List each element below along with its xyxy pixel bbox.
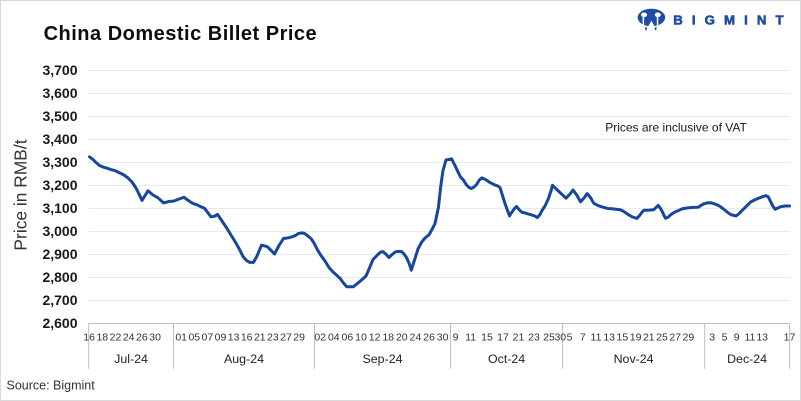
svg-text:27: 27: [669, 332, 681, 344]
svg-text:9: 9: [734, 332, 740, 344]
svg-text:16: 16: [241, 332, 253, 344]
svg-text:11: 11: [591, 332, 602, 344]
svg-text:3,400: 3,400: [42, 131, 77, 147]
svg-text:Nov-24: Nov-24: [614, 352, 654, 366]
svg-text:30: 30: [437, 332, 449, 344]
svg-text:25: 25: [543, 332, 555, 344]
svg-text:3,600: 3,600: [42, 85, 77, 101]
svg-text:2,900: 2,900: [42, 246, 77, 262]
svg-text:Price in RMB/t: Price in RMB/t: [10, 139, 30, 250]
svg-text:19: 19: [630, 332, 642, 344]
svg-text:20: 20: [396, 332, 408, 344]
svg-text:BIGMINT: BIGMINT: [673, 12, 792, 27]
svg-text:2,800: 2,800: [42, 269, 77, 285]
svg-text:30: 30: [554, 332, 566, 344]
svg-text:18: 18: [96, 332, 108, 344]
svg-text:13: 13: [228, 332, 240, 344]
svg-text:17: 17: [497, 332, 509, 344]
svg-text:29: 29: [293, 332, 305, 344]
svg-text:26: 26: [423, 332, 435, 344]
svg-text:02: 02: [314, 332, 326, 344]
svg-text:16: 16: [83, 332, 95, 344]
svg-text:15: 15: [481, 332, 493, 344]
svg-text:21: 21: [643, 332, 655, 344]
svg-text:29: 29: [683, 332, 695, 344]
svg-text:25: 25: [656, 332, 668, 344]
svg-text:3: 3: [709, 332, 715, 344]
svg-text:3,200: 3,200: [42, 177, 77, 193]
svg-text:23: 23: [528, 332, 540, 344]
svg-text:23: 23: [267, 332, 279, 344]
svg-text:China Domestic Billet Price: China Domestic Billet Price: [44, 23, 318, 45]
svg-text:05: 05: [188, 332, 200, 344]
svg-text:Sep-24: Sep-24: [363, 352, 403, 366]
svg-text:15: 15: [617, 332, 629, 344]
svg-text:13: 13: [603, 332, 615, 344]
svg-text:17: 17: [784, 332, 796, 344]
svg-text:Source: Bigmint: Source: Bigmint: [7, 379, 96, 393]
svg-text:Prices are inclusive of VAT: Prices are inclusive of VAT: [605, 121, 747, 135]
svg-text:5: 5: [722, 332, 728, 344]
svg-text:04: 04: [328, 332, 340, 344]
svg-text:01: 01: [175, 332, 187, 344]
svg-text:11: 11: [465, 332, 476, 344]
svg-text:3,700: 3,700: [42, 62, 77, 78]
svg-text:24: 24: [123, 332, 135, 344]
svg-text:2,600: 2,600: [42, 315, 77, 331]
svg-text:3,000: 3,000: [42, 223, 77, 239]
svg-text:09: 09: [215, 332, 227, 344]
svg-text:2,700: 2,700: [42, 292, 77, 308]
svg-text:3,500: 3,500: [42, 108, 77, 124]
svg-text:5: 5: [567, 332, 573, 344]
svg-text:7: 7: [580, 332, 586, 344]
svg-text:21: 21: [254, 332, 266, 344]
svg-text:18: 18: [382, 332, 394, 344]
svg-text:Aug-24: Aug-24: [224, 352, 264, 366]
svg-text:13: 13: [756, 332, 768, 344]
svg-text:30: 30: [149, 332, 161, 344]
svg-text:10: 10: [355, 332, 367, 344]
svg-text:27: 27: [280, 332, 292, 344]
svg-text:06: 06: [342, 332, 354, 344]
svg-text:21: 21: [513, 332, 525, 344]
svg-text:Dec-24: Dec-24: [727, 352, 767, 366]
svg-text:9: 9: [453, 332, 459, 344]
svg-text:26: 26: [136, 332, 148, 344]
svg-text:22: 22: [110, 332, 122, 344]
svg-text:24: 24: [410, 332, 422, 344]
svg-text:3,100: 3,100: [42, 200, 77, 216]
svg-text:11: 11: [744, 332, 755, 344]
svg-text:12: 12: [369, 332, 381, 344]
svg-text:Oct-24: Oct-24: [488, 352, 525, 366]
svg-text:07: 07: [202, 332, 214, 344]
svg-text:3,300: 3,300: [42, 154, 77, 170]
svg-text:Jul-24: Jul-24: [114, 352, 148, 366]
